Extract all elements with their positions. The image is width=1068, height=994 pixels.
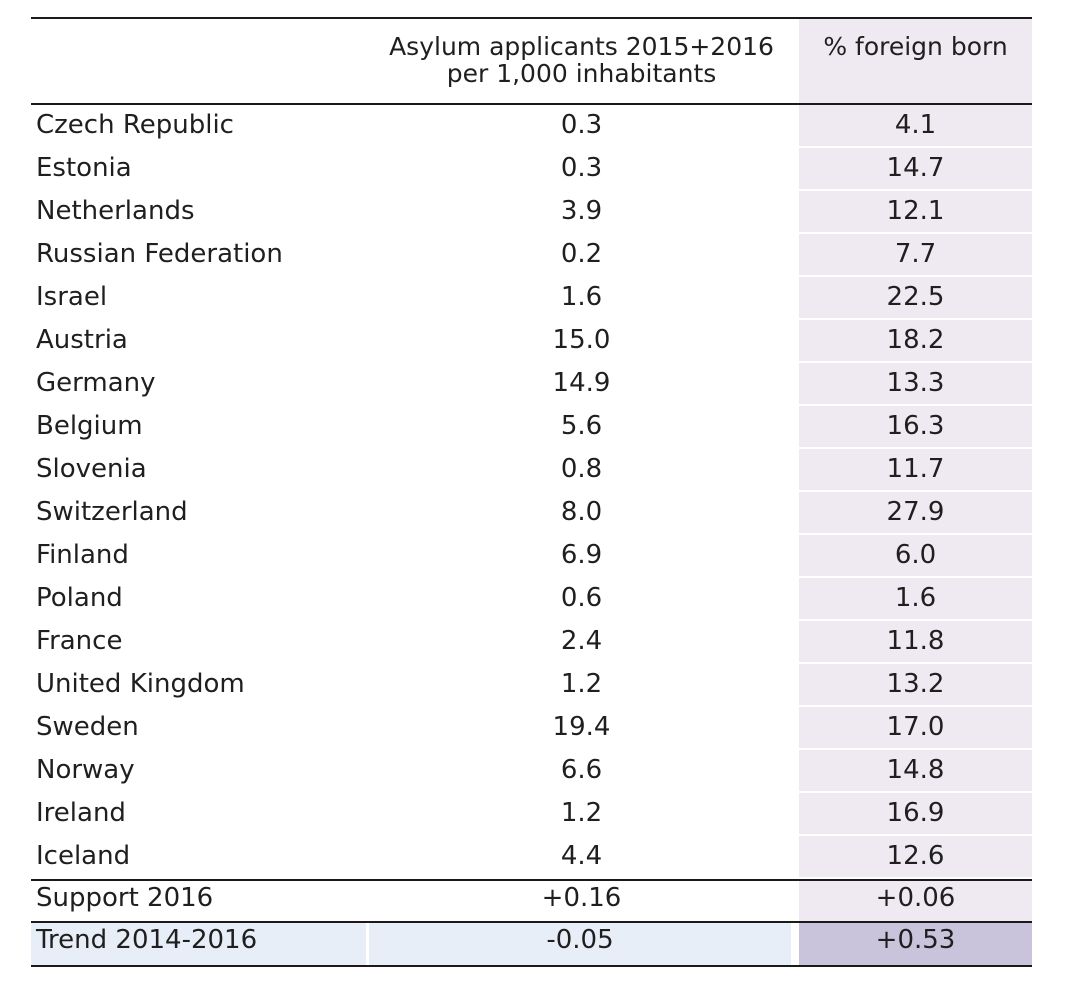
foreign-born-cell: 16.3 <box>799 406 1032 449</box>
header-asylum: Asylum applicants 2015+2016 per 1,000 in… <box>369 19 794 103</box>
asylum-cell: 15.0 <box>552 325 611 355</box>
country-cell: Estonia <box>36 153 132 183</box>
table-row: Poland 0.6 1.6 <box>31 578 1032 621</box>
support-asylum: +0.16 <box>541 883 622 913</box>
asylum-cell: 0.6 <box>560 583 603 613</box>
asylum-cell: 1.2 <box>560 669 603 699</box>
country-cell: Finland <box>36 540 129 570</box>
country-cell: Austria <box>36 325 128 355</box>
header-asylum-line2: per 1,000 inhabitants <box>446 59 717 88</box>
asylum-cell: 0.3 <box>560 110 603 140</box>
asylum-cell: 3.9 <box>560 196 603 226</box>
foreign-born-cell: 12.1 <box>799 191 1032 234</box>
table-row: Austria 15.0 18.2 <box>31 320 1032 363</box>
table-row: Israel 1.6 22.5 <box>31 277 1032 320</box>
support-foreign: +0.06 <box>799 881 1032 921</box>
table-row: Sweden 19.4 17.0 <box>31 707 1032 750</box>
data-table: Asylum applicants 2015+2016 per 1,000 in… <box>31 17 1032 967</box>
trend-asylum: -0.05 <box>369 923 794 965</box>
table-row: Iceland 4.4 12.6 <box>31 836 1032 879</box>
foreign-born-cell: 11.8 <box>799 621 1032 664</box>
table-row: Ireland 1.2 16.9 <box>31 793 1032 836</box>
table-row: Netherlands 3.9 12.1 <box>31 191 1032 234</box>
support-row: Support 2016 +0.16 +0.06 <box>31 881 1032 921</box>
header-asylum-line1: Asylum applicants 2015+2016 <box>389 32 774 61</box>
table-row: Estonia 0.3 14.7 <box>31 148 1032 191</box>
asylum-cell: 1.6 <box>560 282 603 312</box>
table-row: Slovenia 0.8 11.7 <box>31 449 1032 492</box>
header-country <box>31 19 369 103</box>
country-cell: France <box>36 626 123 656</box>
support-rule <box>31 879 1032 881</box>
foreign-born-cell: 18.2 <box>799 320 1032 363</box>
country-cell: Germany <box>36 368 156 398</box>
table-body: Czech Republic 0.3 4.1 Estonia 0.3 14.7 Nether… <box>31 105 1032 879</box>
bottom-rule <box>31 965 1032 967</box>
asylum-cell: 5.6 <box>560 411 603 441</box>
country-cell: Norway <box>36 755 135 785</box>
country-cell: Switzerland <box>36 497 188 527</box>
foreign-born-cell: 7.7 <box>799 234 1032 277</box>
trend-foreign: +0.53 <box>799 923 1032 965</box>
support-label: Support 2016 <box>36 883 214 913</box>
asylum-cell: 8.0 <box>560 497 603 527</box>
header-rule <box>31 103 1032 105</box>
asylum-cell: 6.6 <box>560 755 603 785</box>
table-row: Finland 6.9 6.0 <box>31 535 1032 578</box>
foreign-born-cell: 16.9 <box>799 793 1032 836</box>
foreign-born-cell: 27.9 <box>799 492 1032 535</box>
country-cell: Belgium <box>36 411 143 441</box>
asylum-cell: 0.2 <box>560 239 603 269</box>
trend-rule <box>31 921 1032 923</box>
top-rule <box>31 17 1032 19</box>
asylum-cell: 1.2 <box>560 798 603 828</box>
table-header-row: Asylum applicants 2015+2016 per 1,000 in… <box>31 19 1032 103</box>
foreign-born-cell: 12.6 <box>799 836 1032 879</box>
asylum-cell: 6.9 <box>560 540 603 570</box>
foreign-born-cell: 13.3 <box>799 363 1032 406</box>
asylum-cell: 4.4 <box>560 841 603 871</box>
country-cell: Czech Republic <box>36 110 234 140</box>
asylum-cell: 14.9 <box>552 368 611 398</box>
table-row: France 2.4 11.8 <box>31 621 1032 664</box>
table-row: United Kingdom 1.2 13.2 <box>31 664 1032 707</box>
trend-row: Trend 2014-2016 -0.05 +0.53 <box>31 923 1032 965</box>
foreign-born-cell: 6.0 <box>799 535 1032 578</box>
foreign-born-cell: 4.1 <box>799 105 1032 148</box>
asylum-cell: 2.4 <box>560 626 603 656</box>
foreign-born-cell: 22.5 <box>799 277 1032 320</box>
table-row: Norway 6.6 14.8 <box>31 750 1032 793</box>
asylum-cell: 0.3 <box>560 153 603 183</box>
asylum-cell: 19.4 <box>552 712 611 742</box>
asylum-cell: 0.8 <box>560 454 603 484</box>
table-row: Switzerland 8.0 27.9 <box>31 492 1032 535</box>
foreign-born-cell: 17.0 <box>799 707 1032 750</box>
country-cell: Netherlands <box>36 196 195 226</box>
country-cell: United Kingdom <box>36 669 245 699</box>
trend-label: Trend 2014-2016 <box>31 923 369 965</box>
country-cell: Slovenia <box>36 454 147 484</box>
header-foreign-born: % foreign born <box>799 19 1032 103</box>
foreign-born-cell: 14.8 <box>799 750 1032 793</box>
foreign-born-cell: 11.7 <box>799 449 1032 492</box>
country-cell: Ireland <box>36 798 126 828</box>
foreign-born-cell: 1.6 <box>799 578 1032 621</box>
country-cell: Poland <box>36 583 123 613</box>
table-row: Russian Federation 0.2 7.7 <box>31 234 1032 277</box>
country-cell: Iceland <box>36 841 131 871</box>
table-row: Germany 14.9 13.3 <box>31 363 1032 406</box>
table-row: Belgium 5.6 16.3 <box>31 406 1032 449</box>
table-row: Czech Republic 0.3 4.1 <box>31 105 1032 148</box>
foreign-born-cell: 14.7 <box>799 148 1032 191</box>
foreign-born-cell: 13.2 <box>799 664 1032 707</box>
country-cell: Israel <box>36 282 108 312</box>
country-cell: Sweden <box>36 712 139 742</box>
country-cell: Russian Federation <box>36 239 283 269</box>
